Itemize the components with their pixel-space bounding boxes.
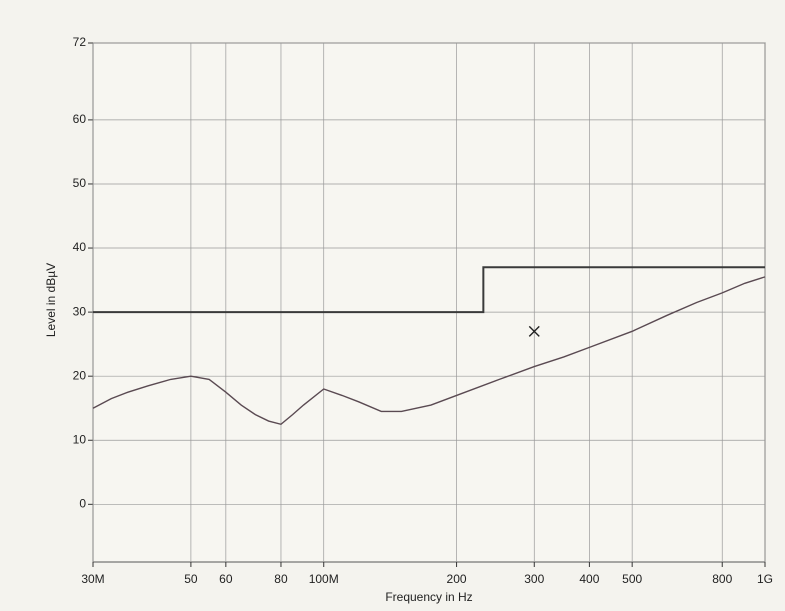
series-line xyxy=(93,266,765,314)
x-axis-label: Frequency in Hz xyxy=(385,590,472,604)
y-tick-label: 30 xyxy=(73,304,87,318)
y-tick-label: 20 xyxy=(73,368,87,382)
y-tick-label: 0 xyxy=(79,497,86,511)
marker xyxy=(528,325,540,337)
plot-area xyxy=(92,42,766,563)
x-tick-label: 60 xyxy=(219,572,233,586)
y-tick-label: 60 xyxy=(73,112,87,126)
x-tick-label: 80 xyxy=(274,572,288,586)
y-tick-label: 72 xyxy=(73,35,87,49)
x-tick-label: 800 xyxy=(712,572,732,586)
y-tick-label: 10 xyxy=(73,432,87,446)
x-tick-label: 400 xyxy=(579,572,599,586)
x-tick-label: 300 xyxy=(524,572,544,586)
x-tick-label: 200 xyxy=(447,572,467,586)
x-tick-label: 100M xyxy=(309,572,339,586)
series-line xyxy=(92,276,766,426)
y-tick-label: 50 xyxy=(73,176,87,190)
y-axis-label: Level in dBµV xyxy=(44,263,58,337)
x-tick-label: 1G xyxy=(757,572,773,586)
x-tick-label: 500 xyxy=(622,572,642,586)
y-tick-label: 40 xyxy=(73,240,87,254)
x-tick-label: 50 xyxy=(184,572,198,586)
x-tick-label: 30M xyxy=(81,572,104,586)
